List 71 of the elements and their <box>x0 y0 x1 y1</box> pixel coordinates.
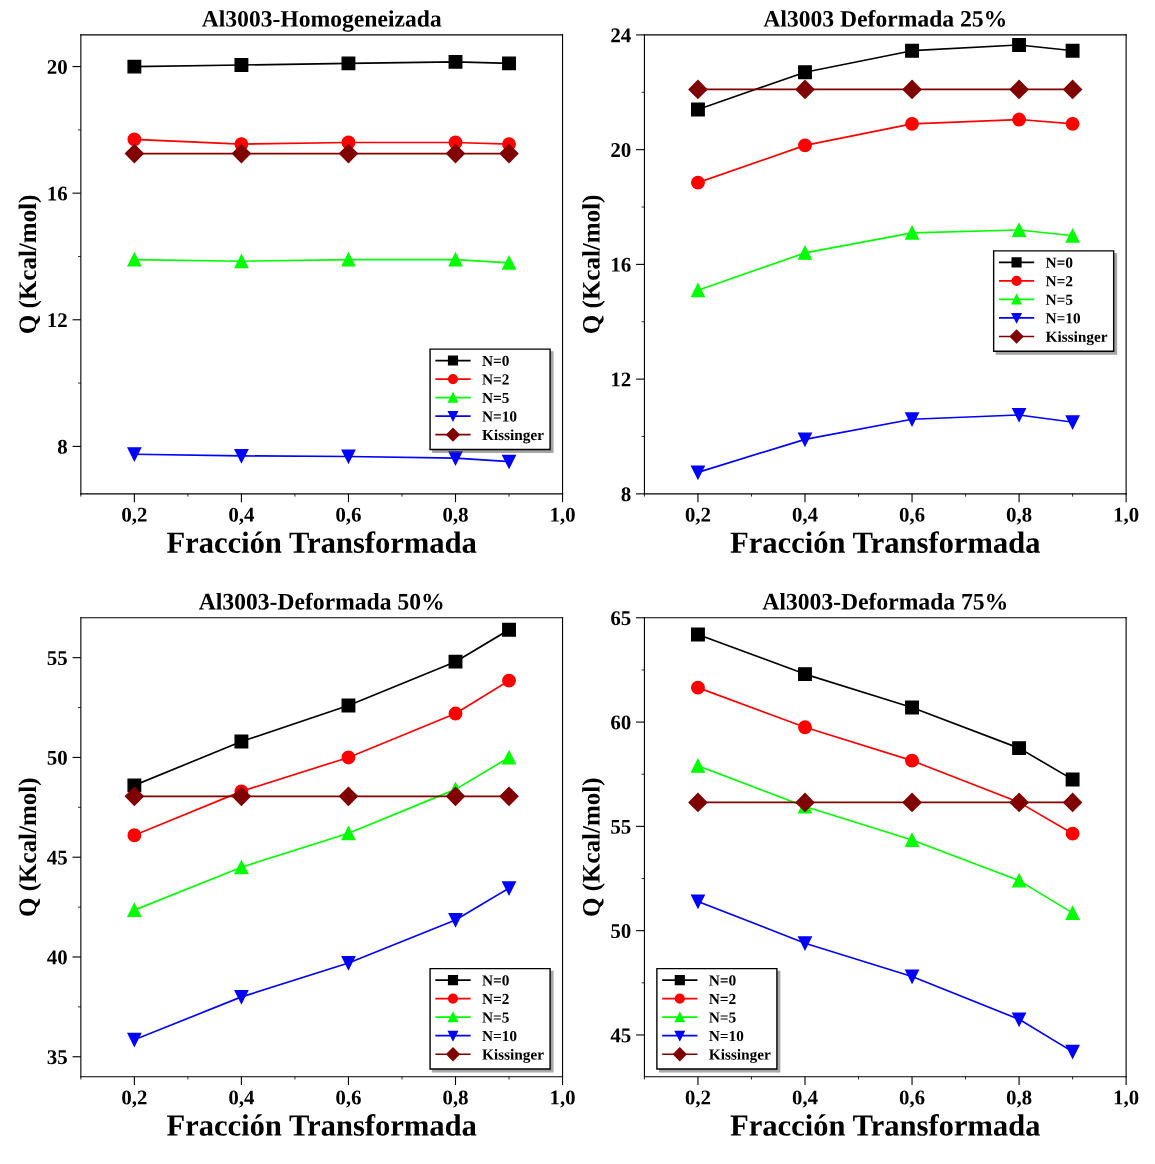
x-tick-label: 0,8 <box>443 1090 468 1108</box>
y-tick-label: 55 <box>611 819 631 834</box>
x-tick-label: 0,4 <box>792 1090 818 1108</box>
legend-label: N=10 <box>1045 313 1081 324</box>
legend-label: N=5 <box>1045 294 1073 305</box>
legend-label: N=10 <box>482 1030 517 1042</box>
legend-label: N=2 <box>482 993 509 1004</box>
y-tick-label: 60 <box>611 715 631 730</box>
x-tick-label: 0,8 <box>1006 507 1032 525</box>
y-tick-label: 50 <box>611 924 631 939</box>
y-axis-title: Q (Kcal/mol) <box>18 778 42 916</box>
y-axis-title: Q (Kcal/mol) <box>582 195 605 333</box>
y-tick-label: 50 <box>47 750 67 765</box>
legend-label: Kissinger <box>709 1048 771 1063</box>
legend-label: N=0 <box>482 975 509 986</box>
legend-label: N=0 <box>709 975 736 986</box>
y-tick-label: 12 <box>48 313 67 327</box>
y-tick-label: 8 <box>621 487 631 502</box>
legend-label: N=10 <box>709 1030 744 1042</box>
x-tick-label: 0,2 <box>122 1090 147 1108</box>
y-tick-label: 20 <box>611 143 631 158</box>
x-axis-title: Fracción Transformada <box>167 531 477 553</box>
legend-label: N=0 <box>1045 257 1073 268</box>
x-tick-label: 0,4 <box>792 507 818 525</box>
y-tick-label: 16 <box>48 186 68 201</box>
legend-label: N=5 <box>482 392 509 404</box>
legend-label: N=2 <box>709 993 736 1004</box>
y-axis-title: Q (Kcal/mol) <box>582 778 605 916</box>
x-tick-label: 1,0 <box>551 507 575 525</box>
y-tick-label: 65 <box>611 611 631 626</box>
chart-title: Al3003-Homogeneizada <box>201 10 442 32</box>
y-axis-title: Q (Kcal/mol) <box>18 195 42 333</box>
legend-label: Kissinger <box>482 429 544 444</box>
y-tick-label: 20 <box>47 59 67 74</box>
y-tick-label: 16 <box>612 257 631 272</box>
y-tick-label: 40 <box>47 950 67 965</box>
legend-label: Kissinger <box>1045 331 1108 346</box>
y-tick-label: 24 <box>611 28 631 43</box>
x-tick-label: 0,8 <box>443 507 468 525</box>
chart-title: Al3003 Deformada 25% <box>763 9 1006 27</box>
legend-label: Kissinger <box>482 1048 544 1063</box>
x-tick-label: 0,2 <box>122 507 147 525</box>
x-axis-title: Fracción Transformada <box>730 531 1040 553</box>
x-axis-title: Fracción Transformada <box>730 1114 1040 1136</box>
x-tick-label: 0,2 <box>685 1090 711 1108</box>
x-tick-label: 0,6 <box>336 1090 361 1108</box>
x-tick-label: 1,0 <box>1114 1090 1139 1108</box>
legend-label: N=10 <box>482 411 517 422</box>
x-tick-label: 1,0 <box>551 1090 575 1108</box>
y-tick-label: 8 <box>57 439 67 454</box>
x-tick-label: 0,4 <box>229 1090 255 1108</box>
y-tick-label: 55 <box>47 651 67 666</box>
legend-label: N=5 <box>709 1012 736 1023</box>
x-tick-label: 0,6 <box>899 507 925 525</box>
x-axis-title: Fracción Transformada <box>167 1114 477 1136</box>
y-tick-label: 45 <box>47 850 67 865</box>
legend-label: N=5 <box>482 1012 509 1023</box>
chart-title: Al3003-Deformada 50% <box>198 592 443 610</box>
x-tick-label: 1,0 <box>1114 507 1139 525</box>
legend-label: N=2 <box>482 374 509 385</box>
x-tick-label: 0,6 <box>899 1090 925 1108</box>
y-tick-label: 12 <box>612 372 631 387</box>
x-tick-label: 0,6 <box>336 507 361 525</box>
x-tick-label: 0,2 <box>685 507 711 525</box>
x-tick-label: 0,8 <box>1006 1090 1032 1108</box>
y-tick-label: 35 <box>47 1050 67 1065</box>
legend-label: N=2 <box>1045 276 1073 287</box>
legend-label: N=0 <box>482 355 509 367</box>
y-tick-label: 45 <box>610 1028 631 1043</box>
chart-title: Al3003-Deformada 75% <box>762 592 1007 610</box>
x-tick-label: 0,4 <box>229 507 255 525</box>
